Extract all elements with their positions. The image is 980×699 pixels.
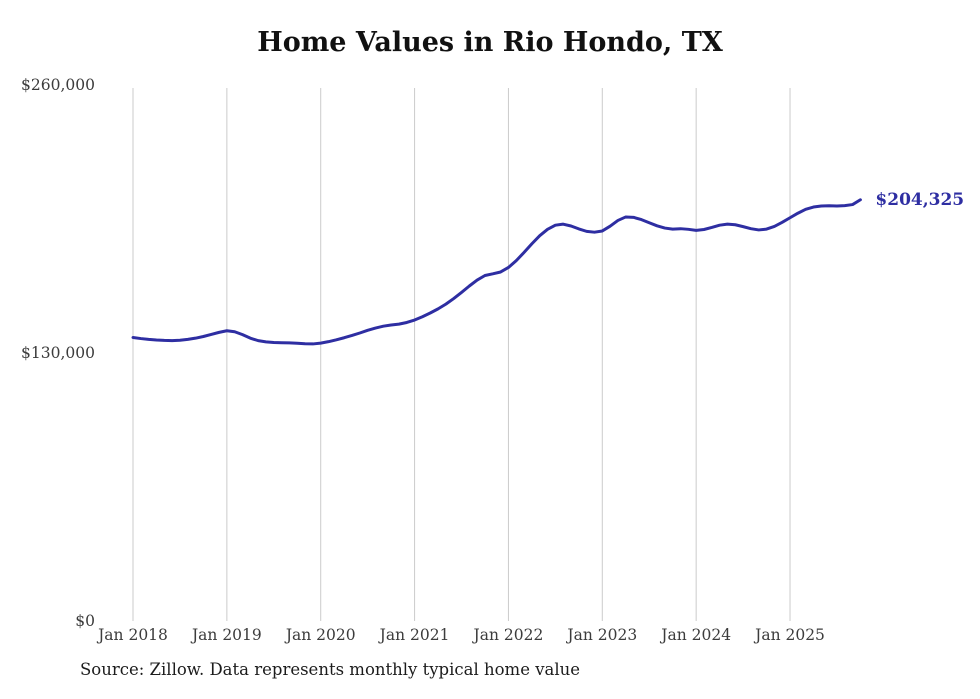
end-value-label: $204,325 — [875, 190, 964, 210]
x-axis-label: Jan 2025 — [753, 626, 825, 644]
y-axis-label: $130,000 — [21, 344, 95, 362]
x-axis-label: Jan 2021 — [378, 626, 450, 644]
x-axis-label: Jan 2023 — [565, 626, 637, 644]
x-axis-label: Jan 2024 — [659, 626, 731, 644]
home-value-line — [131, 198, 862, 346]
x-axis-label: Jan 2018 — [96, 626, 168, 644]
y-axis-label: $0 — [75, 612, 95, 630]
x-axis-label: Jan 2020 — [284, 626, 356, 644]
chart-title: Home Values in Rio Hondo, TX — [257, 27, 723, 58]
y-axis-label: $260,000 — [21, 76, 95, 94]
x-axis-label: Jan 2022 — [472, 626, 544, 644]
source-note: Source: Zillow. Data represents monthly … — [80, 660, 581, 679]
x-axis-label: Jan 2019 — [190, 626, 262, 644]
